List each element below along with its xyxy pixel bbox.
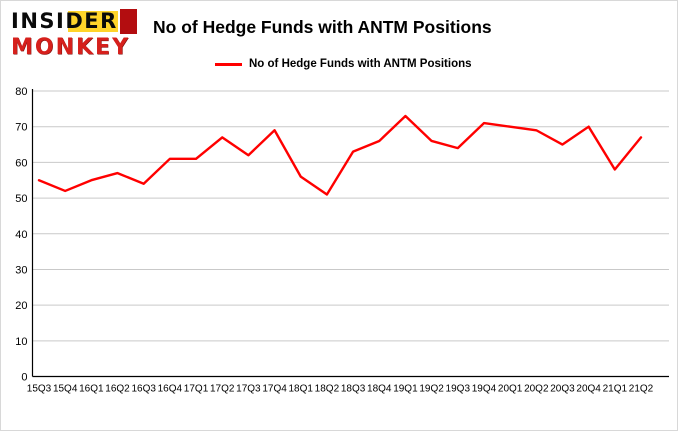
- y-tick-label: 60: [15, 157, 27, 169]
- x-tick-label: 16Q1: [79, 384, 104, 395]
- insider-monkey-logo: INSIDER MONKEY: [11, 8, 143, 62]
- x-tick-label: 17Q4: [262, 384, 287, 395]
- x-tick-label: 18Q4: [367, 384, 392, 395]
- series-line: [37, 114, 643, 196]
- x-tick-label: 15Q4: [53, 384, 78, 395]
- x-tick-label: 20Q3: [550, 384, 575, 395]
- y-tick-label: 70: [15, 122, 27, 134]
- chart-legend: No of Hedge Funds with ANTM Positions: [215, 58, 472, 70]
- y-tick-label: 30: [15, 264, 27, 276]
- y-tick-label: 50: [15, 193, 27, 205]
- x-tick-label: 21Q1: [603, 384, 628, 395]
- chart-title: No of Hedge Funds with ANTM Positions: [153, 17, 492, 37]
- y-tick-label: 0: [21, 372, 27, 384]
- x-tick-label: 16Q4: [158, 384, 183, 395]
- y-tick-label: 10: [15, 336, 27, 348]
- x-tick-label: 15Q3: [27, 384, 52, 395]
- x-tick-label: 20Q4: [576, 384, 601, 395]
- x-tick-label: 20Q2: [524, 384, 549, 395]
- y-tick-label: 80: [15, 86, 27, 98]
- x-tick-label: 16Q3: [131, 384, 156, 395]
- x-tick-label: 17Q3: [236, 384, 261, 395]
- x-tick-label: 19Q1: [393, 384, 418, 395]
- logo-line1: INSIDER: [11, 8, 143, 35]
- x-tick-label: 21Q2: [629, 384, 654, 395]
- logo-red-block: [120, 9, 137, 34]
- logo-text-monkey: MONKEY: [11, 35, 131, 60]
- logo-text-insider: INSIDER: [11, 9, 118, 33]
- x-tick-label: 16Q2: [105, 384, 130, 395]
- x-tick-label: 19Q2: [419, 384, 444, 395]
- y-tick-label: 20: [15, 300, 27, 312]
- x-tick-label: 17Q1: [184, 384, 209, 395]
- x-tick-label: 18Q2: [315, 384, 340, 395]
- y-tick-label: 40: [15, 229, 27, 241]
- legend-line-swatch: [215, 62, 242, 66]
- x-tick-label: 18Q1: [289, 384, 314, 395]
- legend-label: No of Hedge Funds with ANTM Positions: [249, 58, 472, 70]
- logo-yellow-block: [68, 11, 118, 32]
- x-tick-label: 19Q3: [446, 384, 471, 395]
- x-tick-label: 18Q3: [341, 384, 366, 395]
- x-tick-label: 17Q2: [210, 384, 235, 395]
- x-tick-label: 19Q4: [472, 384, 497, 395]
- x-tick-label: 20Q1: [498, 384, 523, 395]
